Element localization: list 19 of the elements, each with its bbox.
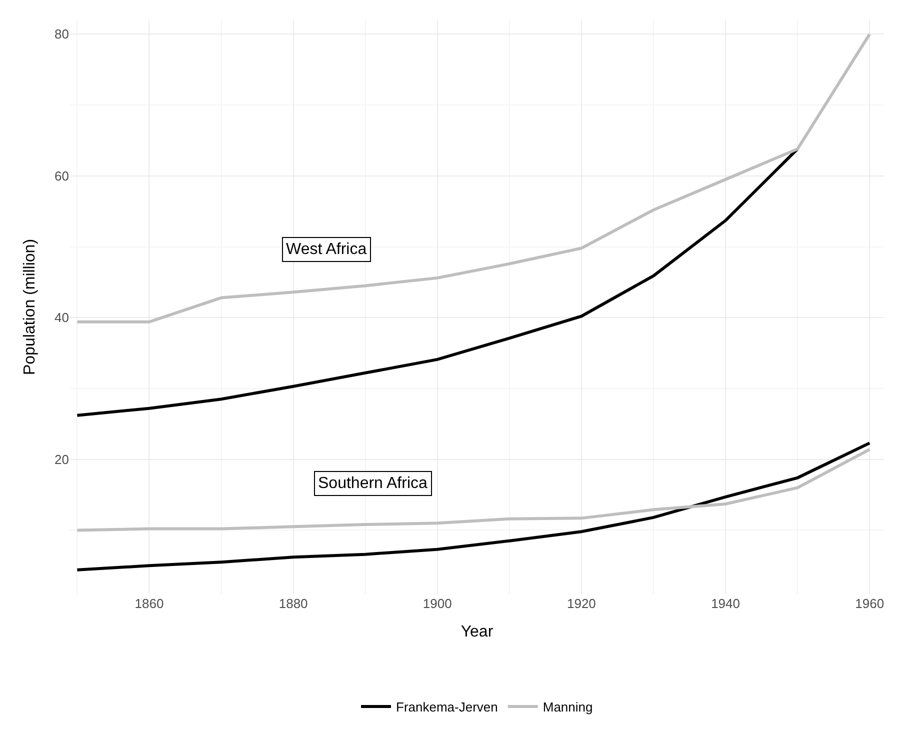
x-tick-label: 1920 (566, 596, 596, 611)
x-axis-title: Year (460, 624, 494, 641)
legend-label: Frankema-Jerven (396, 700, 498, 715)
x-tick-label: 1860 (134, 596, 164, 611)
x-tick-label: 1940 (711, 596, 740, 611)
y-tick-label: 40 (54, 310, 69, 326)
y-tick-label: 80 (54, 26, 69, 42)
x-tick-label: 1900 (422, 596, 452, 611)
y-tick-label: 60 (54, 168, 69, 184)
x-tick-label: 1960 (855, 596, 884, 611)
line-series (76, 448, 872, 532)
annotation: Southern Africa (318, 475, 428, 492)
x-tick-label: 1880 (278, 596, 308, 611)
annotation: West Africa (286, 241, 367, 258)
y-tick-label: 20 (54, 452, 69, 467)
line-series (76, 32, 872, 324)
y-axis-title: Population (million) (21, 238, 38, 376)
legend-label: Manning (542, 700, 593, 715)
line-series (76, 442, 872, 572)
